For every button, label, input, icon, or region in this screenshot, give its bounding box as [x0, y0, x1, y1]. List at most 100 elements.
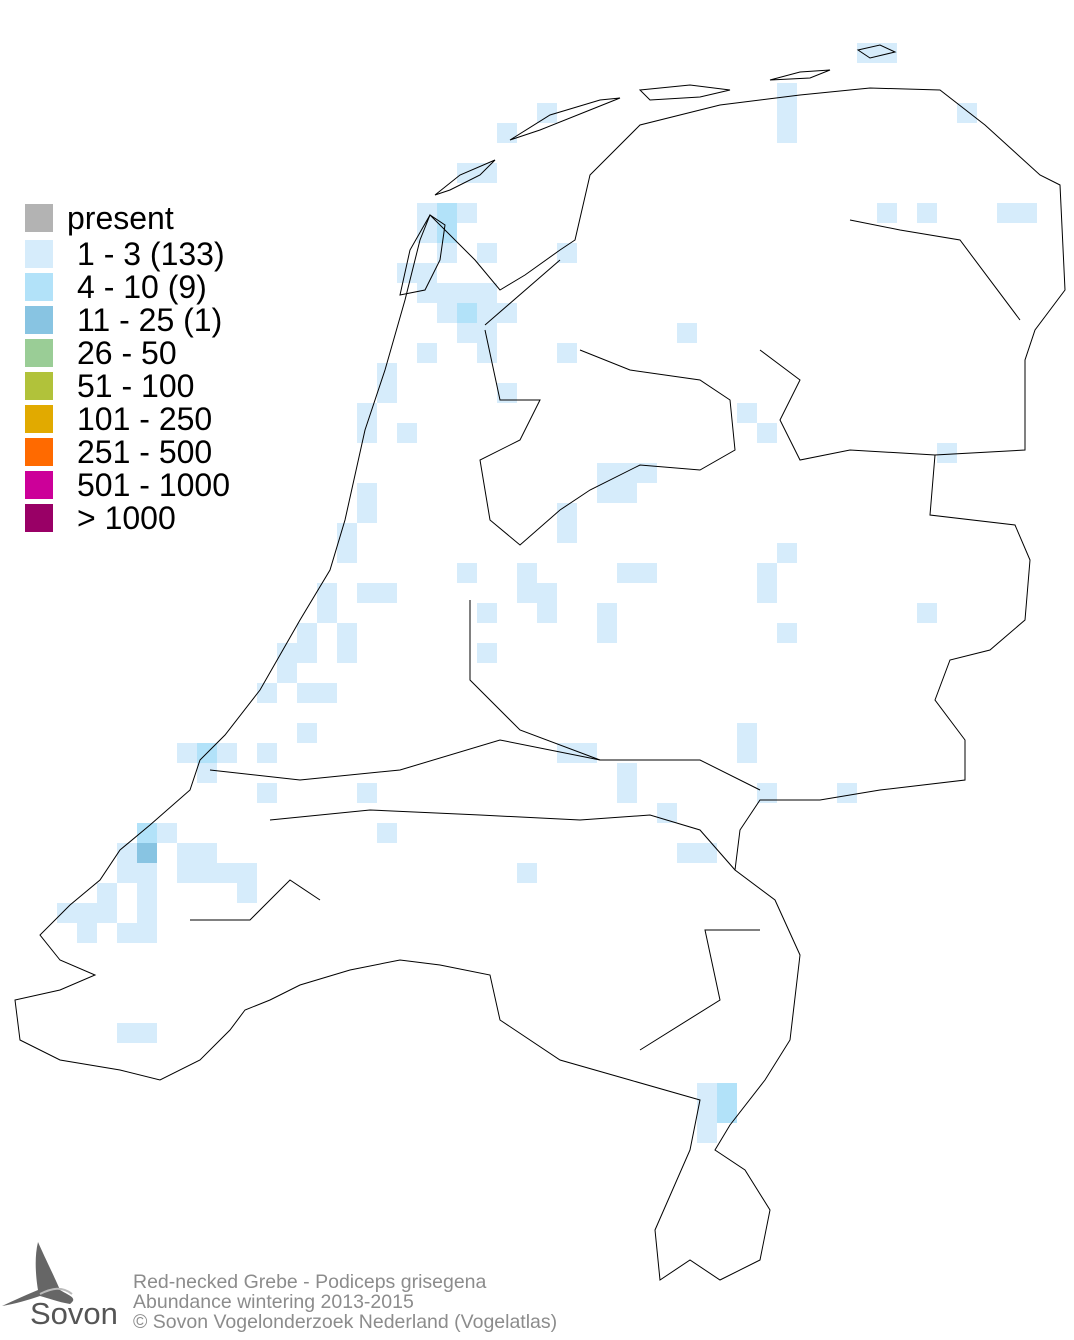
- grid-cell: [277, 663, 297, 683]
- grid-cell: [397, 263, 417, 283]
- grid-cell: [317, 603, 337, 623]
- grid-cell: [457, 563, 477, 583]
- grid-cell: [97, 883, 117, 903]
- grid-cell: [197, 863, 217, 883]
- grid-cell: [697, 1103, 717, 1123]
- species-title: Red-necked Grebe - Podiceps grisegena: [133, 1271, 487, 1293]
- grid-cell: [617, 763, 637, 783]
- grid-cell: [497, 123, 517, 143]
- province-border-2: [849, 219, 1021, 321]
- province-border-1: [759, 349, 936, 461]
- grid-cell: [457, 303, 477, 323]
- legend-swatch: [25, 204, 53, 232]
- grid-cell: [297, 643, 317, 663]
- grid-cell: [77, 903, 97, 923]
- grid-cell: [257, 743, 277, 763]
- grid-cell: [97, 903, 117, 923]
- grid-cell: [517, 863, 537, 883]
- legend-label: 251 - 500: [77, 434, 213, 470]
- grid-cell: [697, 1083, 717, 1103]
- grid-cell: [477, 643, 497, 663]
- ijsselmeer-shore: [479, 329, 736, 546]
- grid-cell: [357, 483, 377, 503]
- island-rottumeroog: [856, 44, 897, 59]
- legend-label: 11 - 25 (1): [77, 302, 223, 338]
- grid-cell: [417, 283, 437, 303]
- map-caption: Red-necked Grebe - Podiceps grisegena Ab…: [133, 1272, 557, 1332]
- grid-cell: [377, 383, 397, 403]
- grid-cell: [877, 43, 897, 63]
- grid-cell: [377, 363, 397, 383]
- mainland-outline: [14, 87, 1066, 1281]
- grid-cell: [617, 783, 637, 803]
- grid-cell: [917, 603, 937, 623]
- grid-cell: [677, 843, 697, 863]
- grid-cell: [557, 503, 577, 523]
- grid-cell: [477, 343, 497, 363]
- grid-cell: [757, 583, 777, 603]
- grid-cell: [437, 303, 457, 323]
- grid-cell: [137, 883, 157, 903]
- grid-cell: [357, 783, 377, 803]
- legend-label: present: [67, 200, 174, 236]
- grid-cell: [137, 1023, 157, 1043]
- grid-cell: [537, 583, 557, 603]
- grid-cell: [517, 583, 537, 603]
- legend-label: 1 - 3 (133): [77, 236, 225, 272]
- grid-cell: [837, 783, 857, 803]
- grid-cell: [617, 563, 637, 583]
- grid-cell: [697, 843, 717, 863]
- grid-cell: [777, 123, 797, 143]
- map-subtitle: Abundance wintering 2013-2015: [133, 1291, 414, 1313]
- island-vlieland: [434, 159, 496, 196]
- island-schiermonnikoog: [769, 69, 831, 81]
- grid-cell: [697, 1123, 717, 1143]
- legend-swatch: [25, 471, 53, 499]
- grid-cell: [157, 823, 177, 843]
- grid-cell: [537, 603, 557, 623]
- grid-cell: [257, 783, 277, 803]
- island-terschelling: [509, 97, 621, 141]
- grid-cell: [557, 343, 577, 363]
- legend-swatch: [25, 273, 53, 301]
- grid-cell: [217, 863, 237, 883]
- legend-label: 501 - 1000: [77, 467, 231, 503]
- grid-cell: [877, 203, 897, 223]
- legend-swatch: [25, 240, 53, 268]
- grid-cell: [357, 503, 377, 523]
- legend-swatch: [25, 372, 53, 400]
- grid-cell: [177, 843, 197, 863]
- grid-cell: [437, 203, 457, 223]
- grid-cell: [217, 743, 237, 763]
- grid-cell: [337, 523, 357, 543]
- grid-cell: [457, 203, 477, 223]
- grid-cell: [117, 923, 137, 943]
- legend-label: 26 - 50: [77, 335, 177, 371]
- grid-cell: [597, 483, 617, 503]
- legend-label: > 1000: [77, 500, 176, 536]
- grid-cell: [77, 923, 97, 943]
- grid-cell: [717, 1103, 737, 1123]
- grid-cell: [177, 743, 197, 763]
- grid-cell: [477, 603, 497, 623]
- grid-cell: [257, 683, 277, 703]
- grid-cell: [597, 603, 617, 623]
- grid-cell: [457, 323, 477, 343]
- grid-cell: [137, 903, 157, 923]
- grid-cell: [957, 103, 977, 123]
- grid-cell: [1017, 203, 1037, 223]
- grid-cell: [177, 863, 197, 883]
- legend-label: 51 - 100: [77, 368, 195, 404]
- grid-cell: [117, 863, 137, 883]
- swallow-icon: [2, 1242, 74, 1306]
- province-border-4: [639, 929, 760, 1051]
- legend-swatch: [25, 504, 53, 532]
- grid-cell: [757, 563, 777, 583]
- grid-cell: [757, 783, 777, 803]
- grid-cell: [417, 343, 437, 363]
- grid-cell: [777, 103, 797, 123]
- grid-cell: [237, 883, 257, 903]
- grid-cell: [497, 303, 517, 323]
- legend-swatch: [25, 306, 53, 334]
- grid-cell: [657, 803, 677, 823]
